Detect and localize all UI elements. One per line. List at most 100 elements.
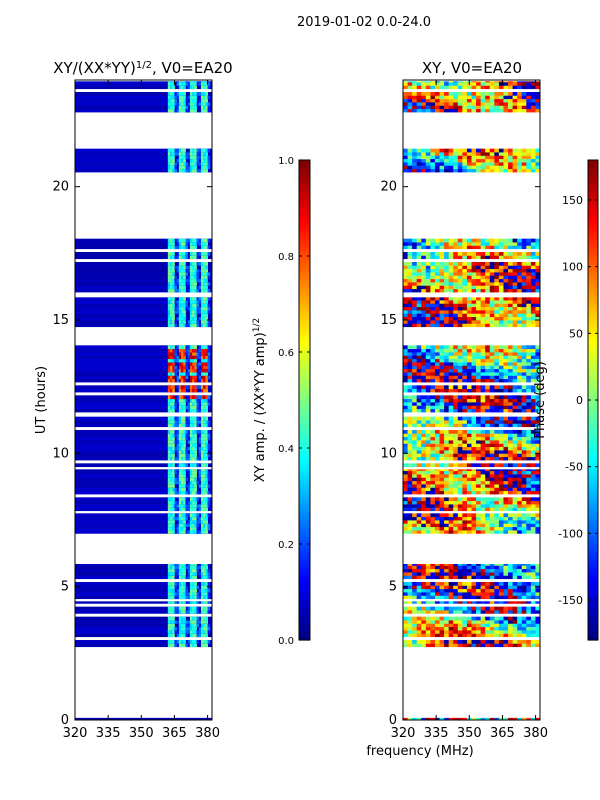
- phase-cell: [466, 530, 472, 534]
- amp-cell: [181, 320, 184, 324]
- phase-cell: [535, 378, 541, 383]
- phase-cell: [466, 375, 472, 380]
- amp-cell: [176, 490, 180, 495]
- amp-cell: [170, 477, 173, 482]
- phase-cell: [453, 504, 459, 508]
- phase-cell: [526, 306, 532, 311]
- phase-cell: [521, 507, 527, 512]
- amp-cell: [183, 526, 186, 531]
- phase-cell: [480, 385, 486, 390]
- amp-cell: [167, 575, 171, 580]
- phase-cell: [530, 165, 536, 170]
- phase-cell: [480, 245, 486, 250]
- phase-cell: [430, 320, 436, 324]
- amp-cell: [178, 385, 182, 390]
- phase-cell: [535, 323, 541, 328]
- phase-cell: [403, 162, 409, 166]
- phase-cell: [535, 592, 541, 596]
- amp-cell: [176, 513, 180, 518]
- phase-cell: [494, 405, 500, 410]
- amp-cell: [181, 306, 184, 311]
- amp-cell: [187, 487, 191, 492]
- amp-cell: [198, 470, 202, 475]
- phase-cell: [476, 306, 482, 311]
- amplitude-colorbar-label: XY amp. / (XX*YY amp)1/2: [252, 318, 268, 482]
- amp-cell: [187, 320, 191, 324]
- amp-cell: [205, 162, 208, 166]
- amp-cell: [205, 568, 208, 573]
- phase-cell: [498, 378, 504, 383]
- phase-cell: [476, 168, 482, 173]
- phase-cell: [421, 313, 427, 318]
- phase-cell: [489, 402, 495, 406]
- phase-cell: [521, 592, 527, 596]
- phase-cell: [530, 595, 536, 600]
- amp-cell: [189, 95, 193, 100]
- phase-cell: [421, 633, 427, 638]
- phase-cell: [466, 523, 472, 528]
- amp-cell: [207, 238, 211, 243]
- phase-cell: [521, 245, 527, 250]
- amp-cell: [200, 395, 204, 400]
- amp-cell: [189, 463, 193, 468]
- amp-cell: [187, 152, 191, 156]
- amp-cell: [167, 82, 171, 86]
- amp-cell: [192, 82, 195, 86]
- phase-cell: [425, 275, 431, 280]
- amp-cell: [172, 252, 175, 256]
- phase-cell: [430, 526, 436, 531]
- amp-cell: [198, 630, 202, 634]
- colorbar-segment: [299, 172, 310, 177]
- phase-cell: [498, 316, 504, 321]
- amp-cell: [189, 255, 193, 260]
- amp-cell: [170, 497, 173, 502]
- phase-cell: [421, 484, 427, 488]
- phase-cell: [489, 365, 495, 370]
- phase-cell: [403, 365, 409, 370]
- amp-cell: [196, 252, 200, 256]
- phase-cell: [453, 285, 459, 290]
- phase-cell: [457, 282, 463, 286]
- phase-cell: [494, 320, 500, 324]
- amp-cell: [207, 102, 211, 106]
- phase-cell: [444, 500, 450, 505]
- phase-cell: [535, 564, 541, 566]
- colorbar-segment: [299, 536, 310, 541]
- phase-cell: [530, 288, 536, 293]
- phase-cell: [457, 255, 463, 260]
- phase-cell: [457, 310, 463, 314]
- phase-cell: [434, 275, 441, 280]
- phase-cell: [535, 436, 541, 441]
- phase-cell: [416, 310, 422, 314]
- phase-cell: [498, 450, 504, 454]
- amp-cell: [183, 165, 186, 170]
- phase-cell: [403, 385, 409, 390]
- phase-cell: [421, 640, 427, 644]
- amp-cell: [205, 440, 208, 444]
- phase-cell: [517, 398, 523, 403]
- phase-cell: [407, 402, 413, 406]
- phase-cell: [448, 265, 454, 270]
- amp-cell: [205, 588, 208, 593]
- phase-cell: [407, 523, 413, 528]
- phase-cell: [498, 530, 504, 534]
- phase-cell: [498, 303, 504, 308]
- phase-cell: [466, 278, 472, 283]
- phase-cell: [457, 388, 463, 393]
- phase-cell: [439, 516, 445, 521]
- amp-cell: [172, 513, 175, 518]
- phase-cell: [439, 592, 445, 596]
- phase-cell: [457, 238, 463, 243]
- phase-cell: [466, 595, 472, 600]
- phase-cell: [535, 513, 541, 518]
- phase-cell: [457, 595, 463, 600]
- phase-cell: [521, 265, 527, 270]
- amp-cell: [178, 405, 182, 410]
- amp-cell: [167, 416, 171, 421]
- amp-cell: [183, 95, 186, 100]
- amp-cell: [198, 316, 202, 321]
- amp-cell: [196, 268, 200, 273]
- amp-cell: [203, 300, 206, 304]
- amp-cell: [174, 477, 178, 482]
- amp-cell: [167, 470, 171, 475]
